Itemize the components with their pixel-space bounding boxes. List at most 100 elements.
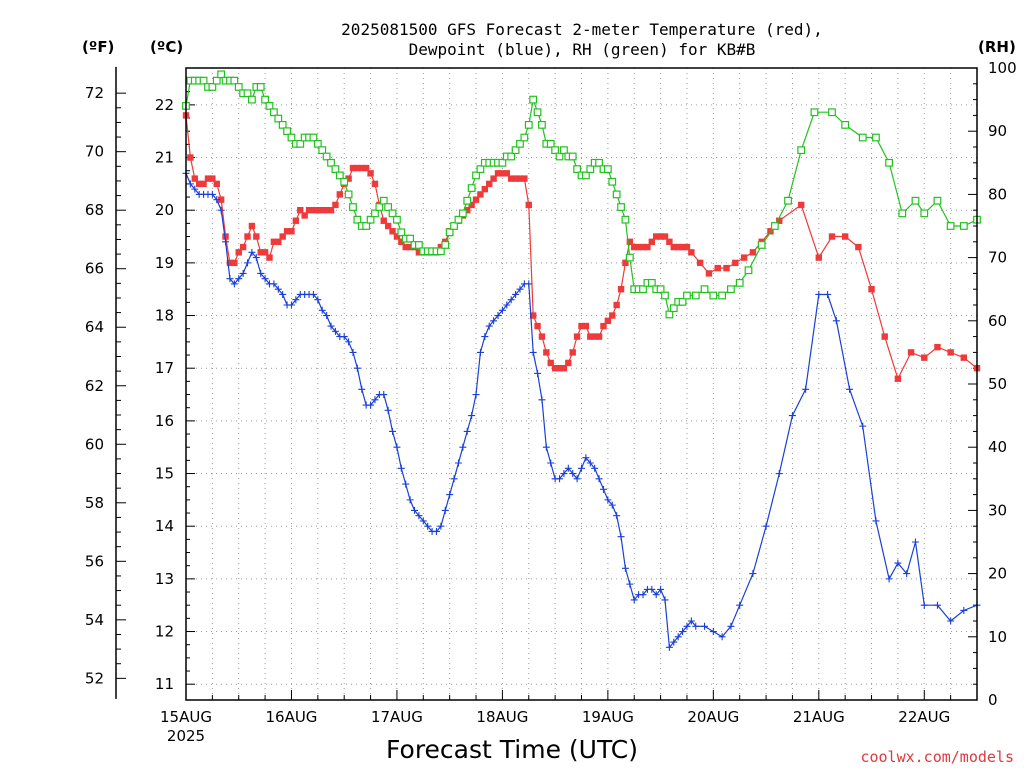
rh-point [810,108,819,117]
dewpoint-point [604,496,612,504]
temperature-point [266,254,273,261]
rh-point [568,152,577,161]
temperature-point [512,175,519,182]
temperature-point [191,175,198,182]
fahrenheit-tick-label: 58 [85,494,104,512]
temperature-point [653,233,660,240]
rh-point [933,196,942,205]
rh-point [415,241,423,249]
dewpoint-point [191,185,199,193]
rh-point [841,120,850,129]
dewpoint-point [252,254,260,262]
temperature-point [499,170,506,177]
dewpoint-point [446,491,454,499]
time-tick-label: 17AUG [371,708,423,726]
rh-point [458,209,467,218]
temperature-point [573,333,581,340]
rh-tick-label: 10 [988,628,1007,646]
fahrenheit-tick-label: 60 [85,435,104,453]
rh-point [959,222,968,230]
temperature-point [275,238,282,245]
rh-point [555,152,564,161]
dewpoint-point [894,559,902,567]
rh-point [393,215,401,224]
rh-point [344,190,353,199]
dewpoint-point [573,475,581,483]
dewpoint-point [683,622,691,630]
celsius-tick-label: 11 [155,675,174,693]
source-credit: coolwx.com/models [860,748,1014,766]
dewpoint-point [920,601,928,609]
temperature-point [464,207,471,214]
temperature-point [468,201,475,209]
celsius-tick-label: 16 [155,412,174,430]
temperature-point [231,259,238,267]
temperature-point [332,201,339,209]
rh-point [691,291,700,300]
dewpoint-point [380,391,388,399]
rh-point [208,83,217,91]
temperature-point [582,322,590,330]
dewpoint-point [279,290,287,298]
dewpoint-point [621,564,629,572]
rh-point [709,291,718,300]
dewpoint-point [775,470,783,478]
rh-point [397,228,406,237]
dewpoint-point [578,464,585,472]
rh-point [274,114,283,123]
dewpoint-point [244,259,252,267]
dewpoint-point [661,596,669,604]
rh-tick-label: 30 [988,501,1007,519]
temperature-point [609,312,616,319]
temperature-point [595,333,603,340]
celsius-tick-label: 22 [155,96,174,114]
rh-point [340,177,349,186]
dewpoint-point [274,285,282,293]
temperature-point [600,322,607,330]
temperature-point [389,228,396,235]
temperature-point [622,259,629,267]
temperature-point [723,264,730,272]
dewpoint-point [933,601,941,609]
temperature-point [815,254,822,261]
celsius-tick-label: 21 [155,149,174,167]
rh-point [639,285,647,294]
dewpoint-point [424,522,432,530]
dewpoint-point [709,628,717,636]
dewpoint-point [529,348,537,356]
rh-point [362,222,371,230]
rh-tick-label: 70 [988,249,1007,267]
dewpoint-point [538,396,546,404]
rh-tick-label: 0 [988,691,998,709]
dewpoint-point [485,322,493,330]
temperature-point [314,207,322,214]
temperature-point [362,164,370,172]
rh-point [467,184,476,192]
dewpoint-point [226,275,234,283]
temperature-point [253,233,260,240]
temperature-point [666,238,673,245]
fahrenheit-tick-label: 68 [85,201,104,219]
rh-point [520,133,529,142]
temperature-point [674,243,682,251]
temperature-point [380,217,387,224]
dewpoint-point [318,306,326,314]
rh-tick-label: 20 [988,565,1007,583]
rh-point [911,196,920,205]
temperature-point [569,349,576,356]
temperature-point [705,270,713,277]
temperature-point [217,196,225,203]
rh-point [454,215,463,224]
rh-point [608,177,617,186]
rh-point [946,222,955,230]
temperature-point [490,175,497,182]
rh-point [269,108,278,117]
dewpoint-point [314,296,322,304]
temperature-point [560,365,568,372]
rh-point [309,133,318,142]
temperature-point [525,201,532,209]
fahrenheit-tick-label: 64 [85,318,104,336]
dewpoint-point [353,364,361,372]
dewpoint-point [960,606,968,614]
